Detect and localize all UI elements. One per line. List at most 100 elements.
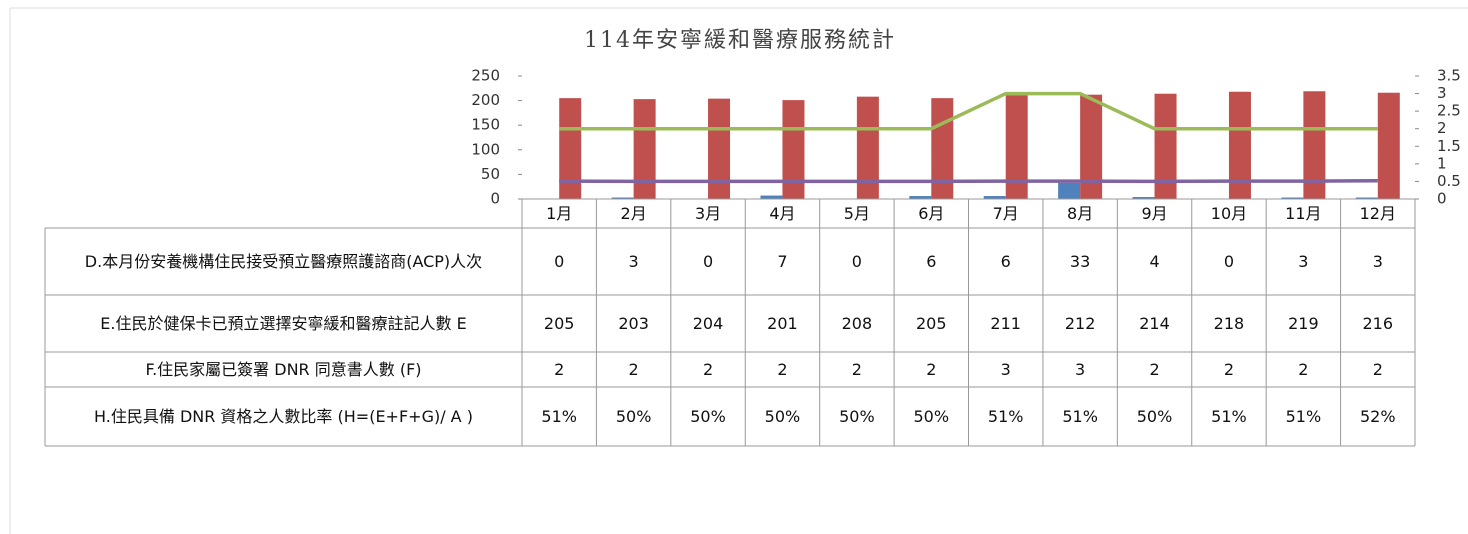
data-label: 2 <box>1372 359 1383 379</box>
legend-label: H.住民具備 DNR 資格之人數比率 (H=(E+F+G)/ A ) <box>94 406 473 426</box>
data-label: 51% <box>541 406 577 426</box>
y2-tick-label: 0.5 <box>1437 172 1461 190</box>
legend-label: F.住民家屬已簽署 DNR 同意書人數 (F) <box>145 359 422 379</box>
data-label: 2 <box>851 359 862 379</box>
bar <box>1228 91 1251 199</box>
data-label: 205 <box>916 313 947 333</box>
data-label: 50% <box>913 406 950 426</box>
y-tick-label: 50 <box>481 165 500 183</box>
y2-tick-label: 3.5 <box>1437 67 1461 85</box>
data-label: 0 <box>702 251 714 271</box>
y2-tick-label: 3 <box>1437 84 1447 102</box>
data-label: 2 <box>777 359 788 379</box>
y2-tick-label: 0 <box>1437 190 1447 208</box>
bar <box>856 96 879 199</box>
data-label: 2 <box>1149 359 1160 379</box>
data-label: 50% <box>764 406 801 426</box>
x-tick-label: 7月 <box>992 203 1019 223</box>
x-tick-label: 6月 <box>918 203 945 223</box>
data-label: 3 <box>1000 359 1011 379</box>
data-label: 0 <box>1223 251 1235 271</box>
data-label: 6 <box>1000 251 1011 271</box>
x-tick-label: 1月 <box>546 203 573 223</box>
data-label: 205 <box>543 313 575 333</box>
x-tick-label: 5月 <box>843 203 870 223</box>
data-label: 216 <box>1362 313 1394 333</box>
y2-tick-label: 2 <box>1437 119 1447 137</box>
bar <box>1080 94 1103 199</box>
bar <box>708 98 731 199</box>
data-label: 2 <box>926 359 937 379</box>
bar <box>1132 197 1155 199</box>
data-label: 204 <box>692 313 724 333</box>
bar <box>559 98 582 199</box>
data-label: 3 <box>1075 359 1086 379</box>
bar <box>760 195 783 199</box>
y-tick-label: 150 <box>471 116 500 134</box>
bar <box>1377 92 1400 199</box>
data-label: 51% <box>987 406 1024 426</box>
data-label: 201 <box>767 313 798 333</box>
y-tick-label: 200 <box>471 91 500 109</box>
data-label: 50% <box>615 406 652 426</box>
chart-title: 114年安寧緩和醫療服務統計 <box>584 28 896 53</box>
bar <box>1058 182 1081 199</box>
bar <box>1154 93 1177 199</box>
bar <box>782 100 805 199</box>
data-label: 2 <box>1298 359 1309 379</box>
data-label: 50% <box>690 406 726 426</box>
data-label: 203 <box>618 313 649 333</box>
y-tick-label: 250 <box>471 67 500 85</box>
bar <box>633 99 656 199</box>
x-tick-label: 11月 <box>1285 203 1322 223</box>
data-label: 2 <box>702 359 714 379</box>
data-label: 0 <box>851 251 862 271</box>
data-label: 50% <box>1136 406 1173 426</box>
data-label: 3 <box>1372 251 1383 271</box>
legend-label: E.住民於健保卡已預立選擇安寧緩和醫療註記人數 E <box>100 313 467 333</box>
data-label: 51% <box>1211 406 1247 426</box>
y-tick-label: 0 <box>490 190 500 208</box>
x-tick-label: 10月 <box>1210 203 1248 223</box>
y2-tick-label: 1.5 <box>1437 137 1461 155</box>
data-label: 50% <box>839 406 875 426</box>
bar <box>1303 91 1326 199</box>
bar <box>983 196 1006 199</box>
data-label: 208 <box>841 313 873 333</box>
data-label: 51% <box>1062 406 1098 426</box>
data-label: 3 <box>1298 251 1309 271</box>
y2-tick-label: 2.5 <box>1437 102 1461 120</box>
y-tick-label: 100 <box>471 140 500 158</box>
data-label: 2 <box>628 359 639 379</box>
data-label: 0 <box>554 251 565 271</box>
bar <box>1355 197 1378 199</box>
line <box>559 178 1378 184</box>
data-label: 219 <box>1288 313 1319 333</box>
y2-tick-label: 1 <box>1437 154 1447 172</box>
data-label: 33 <box>1069 251 1091 271</box>
bar <box>931 98 954 199</box>
data-label: 51% <box>1285 406 1322 426</box>
data-label: 7 <box>777 251 788 271</box>
bar <box>1005 95 1028 199</box>
line <box>559 91 1378 131</box>
data-label: 4 <box>1149 251 1160 271</box>
bar <box>611 197 634 199</box>
x-tick-label: 3月 <box>694 203 722 223</box>
data-label: 2 <box>1223 359 1235 379</box>
data-label: 6 <box>926 251 937 271</box>
data-label: 218 <box>1213 313 1245 333</box>
data-label: 211 <box>990 313 1021 333</box>
data-label: 3 <box>628 251 639 271</box>
x-tick-label: 2月 <box>620 203 647 223</box>
x-tick-label: 8月 <box>1067 203 1094 223</box>
legend-label: D.本月份安養機構住民接受預立醫療照護諮商(ACP)人次 <box>84 251 483 271</box>
x-tick-label: 12月 <box>1359 203 1396 223</box>
x-tick-label: 9月 <box>1141 203 1168 223</box>
data-label: 214 <box>1139 313 1170 333</box>
bar <box>909 196 932 199</box>
data-label: 2 <box>554 359 565 379</box>
x-tick-label: 4月 <box>769 203 796 223</box>
